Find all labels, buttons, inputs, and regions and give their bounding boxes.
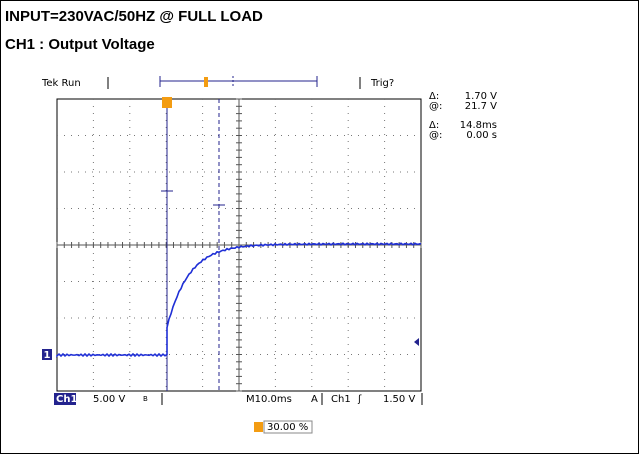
graticule xyxy=(56,98,422,392)
trigger-pos-icon xyxy=(254,422,263,432)
trigger-level: 1.50 V xyxy=(383,394,415,405)
status: Tek Run xyxy=(41,78,81,89)
readout-value: 1.70 V xyxy=(465,91,497,102)
slope-icon: ʃ xyxy=(357,394,362,405)
channel-label: Ch1 xyxy=(56,394,77,405)
channel-marker: 1 xyxy=(44,350,51,361)
waveform xyxy=(56,242,422,358)
bw-icon: B xyxy=(143,395,148,403)
readout-symbol: Δ: xyxy=(429,91,439,102)
trigger-pos-box xyxy=(263,420,313,434)
readouts: Δ: 1.70 V @: 21.7 V Δ: 14.8ms @: 0.00 s xyxy=(429,91,497,141)
readout-value: 14.8ms xyxy=(460,120,497,131)
trigger-mode: A xyxy=(311,394,318,405)
channel-marker-box xyxy=(42,349,52,360)
readout-value: 0.00 s xyxy=(466,130,497,141)
trigger-marker xyxy=(162,97,172,108)
readout-value: 21.7 V xyxy=(465,101,497,112)
trigger-position: 30.00 % xyxy=(267,422,308,433)
readout-symbol: Δ: xyxy=(429,120,439,131)
trigger-source: Ch1 xyxy=(331,394,351,405)
trigger-pos-marker xyxy=(204,77,208,87)
timebase: M10.0ms xyxy=(246,394,292,405)
channel-box xyxy=(54,393,76,405)
readout-symbol: @: xyxy=(429,101,442,112)
trigger-level-marker xyxy=(414,338,419,346)
header-line: CH1 : Output Voltage xyxy=(5,36,155,53)
trigger-state: Trig? xyxy=(370,78,394,89)
header-line: INPUT=230VAC/50HZ @ FULL LOAD xyxy=(5,8,263,25)
readout-symbol: @: xyxy=(429,130,442,141)
scale: 5.00 V xyxy=(93,394,125,405)
